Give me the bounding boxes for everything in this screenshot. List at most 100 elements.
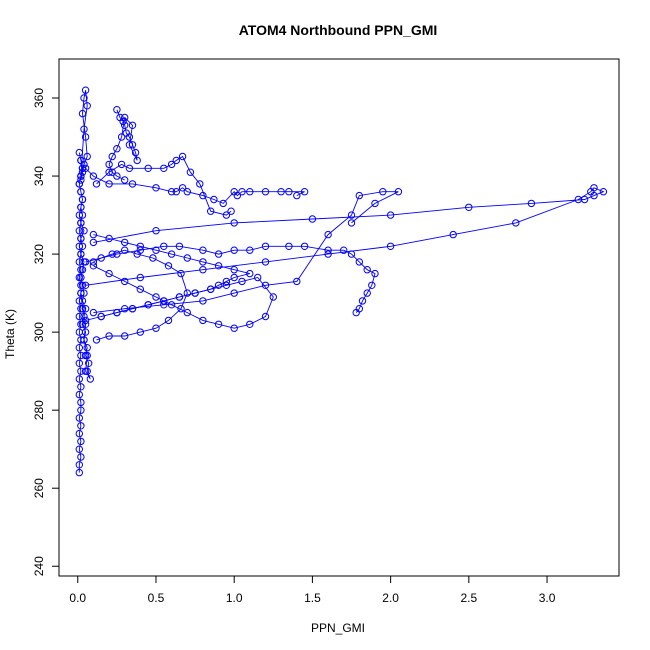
data-point [81, 305, 90, 313]
data-point [172, 156, 181, 165]
data-point [449, 230, 457, 239]
data-point [78, 109, 87, 118]
data-point [222, 277, 231, 286]
data-point [238, 188, 246, 196]
plot-frame [58, 58, 620, 577]
data-point [230, 246, 238, 254]
data-point [177, 305, 185, 313]
data-point [191, 289, 199, 297]
data-point [77, 273, 85, 282]
data-point [75, 242, 84, 251]
data-point [246, 188, 254, 196]
data-point [77, 250, 85, 258]
data-point [75, 227, 84, 235]
data-point [81, 258, 90, 266]
data-point [75, 445, 84, 453]
data-point [167, 188, 176, 196]
data-point [167, 301, 176, 309]
data-point [219, 199, 227, 208]
data-point [512, 219, 520, 227]
data-point [77, 172, 85, 180]
data-point [599, 188, 608, 196]
data-point [77, 336, 85, 344]
data-point [81, 164, 90, 173]
data-point [285, 188, 293, 196]
data-point [152, 246, 160, 254]
data-point [246, 269, 254, 278]
x-tick-label: 0.0 [69, 591, 86, 605]
data-point [238, 277, 246, 286]
data-point [128, 305, 137, 313]
data-point [83, 152, 91, 161]
y-tick-label: 360 [32, 88, 46, 108]
data-point [300, 188, 309, 196]
data-point [77, 176, 85, 184]
data-point [97, 254, 105, 262]
x-tick-label: 2.0 [382, 591, 399, 605]
data-point [131, 148, 140, 157]
data-point [128, 121, 137, 130]
data-point [77, 422, 85, 430]
data-point [160, 164, 168, 173]
data-point [81, 316, 90, 325]
y-axis-label: Theta (K) [3, 309, 17, 359]
data-point [214, 320, 223, 328]
data-point [222, 211, 231, 219]
data-point [199, 266, 207, 274]
data-point [81, 328, 90, 336]
data-point [175, 293, 184, 301]
data-point [75, 297, 84, 305]
data-point [300, 242, 309, 251]
data-point [81, 320, 90, 328]
data-point [144, 164, 152, 173]
series-line [93, 234, 250, 317]
x-tick-label: 0.5 [148, 591, 165, 605]
data-point [183, 254, 192, 262]
data-point [121, 305, 129, 313]
data-point [77, 234, 85, 243]
data-point [75, 312, 84, 321]
data-point [371, 199, 379, 208]
data-point [81, 367, 90, 375]
data-point [136, 328, 145, 336]
data-point [394, 188, 403, 196]
data-point [379, 188, 387, 196]
data-point [105, 168, 113, 176]
data-point [75, 359, 84, 367]
data-point [175, 242, 184, 251]
data-point [113, 308, 121, 317]
data-point [277, 188, 285, 196]
data-point [113, 145, 121, 153]
data-point [465, 203, 473, 212]
data-point [80, 289, 88, 297]
y-tick-label: 320 [32, 244, 46, 264]
x-axis-label: PPN_GMI [311, 621, 365, 635]
y-tick-label: 300 [32, 322, 46, 342]
data-point [75, 429, 84, 438]
data-point [355, 258, 363, 266]
data-point [113, 106, 121, 114]
data-point [261, 258, 270, 266]
data-point [80, 312, 88, 321]
series-line [85, 187, 605, 286]
data-point [92, 336, 101, 344]
data-point [83, 102, 91, 110]
data-point [77, 437, 85, 446]
data-point [160, 301, 168, 309]
data-point [136, 242, 145, 251]
data-point [121, 277, 129, 286]
x-tick-label: 1.5 [304, 591, 321, 605]
data-point [121, 176, 129, 184]
data-point [97, 312, 105, 321]
data-point [105, 160, 113, 169]
data-point [227, 207, 235, 215]
x-tick-label: 2.5 [460, 591, 477, 605]
data-point [160, 297, 168, 305]
data-point [308, 215, 317, 223]
data-point [75, 375, 84, 383]
data-point [285, 242, 293, 251]
data-point [128, 141, 137, 149]
data-point [293, 191, 301, 200]
data-point [230, 273, 238, 282]
